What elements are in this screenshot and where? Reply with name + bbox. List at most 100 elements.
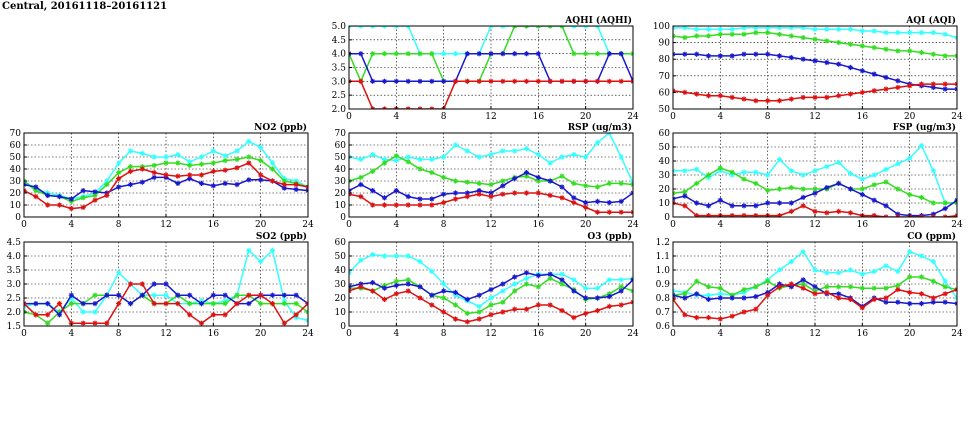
data-point — [370, 188, 376, 194]
data-point — [163, 172, 169, 178]
data-point — [45, 320, 51, 326]
data-point — [930, 299, 936, 305]
data-point — [788, 33, 794, 39]
data-point — [246, 247, 252, 253]
data-point — [847, 284, 854, 290]
data-point — [836, 26, 842, 32]
data-point — [210, 148, 216, 154]
y-tick-label: 0.9 — [656, 280, 671, 290]
data-point — [859, 271, 865, 277]
data-point — [606, 294, 612, 300]
data-point — [583, 51, 589, 57]
data-point — [68, 292, 74, 298]
x-tick-label: 4 — [717, 112, 723, 122]
x-tick-label: 20 — [255, 220, 267, 230]
data-point — [441, 191, 447, 197]
data-point — [847, 91, 854, 97]
data-point — [246, 154, 252, 160]
data-point — [930, 211, 936, 217]
data-point — [765, 26, 771, 31]
data-point — [393, 158, 399, 164]
data-point — [417, 284, 423, 290]
data-point — [175, 292, 181, 298]
data-point — [571, 277, 577, 283]
data-point — [812, 288, 818, 294]
data-point — [883, 86, 889, 92]
data-point — [405, 253, 411, 259]
data-point — [163, 281, 169, 287]
x-tick-label: 16 — [533, 220, 545, 230]
data-point — [535, 51, 541, 57]
x-tick-label: 24 — [951, 112, 963, 122]
y-tick-label: 2.5 — [7, 294, 22, 304]
y-tick-label: 0 — [664, 213, 670, 223]
y-tick-label: 0 — [340, 213, 346, 223]
data-point — [871, 88, 877, 94]
data-point — [417, 51, 423, 57]
data-point — [500, 281, 506, 287]
data-point — [559, 281, 565, 287]
data-point — [405, 194, 411, 200]
data-point — [800, 194, 806, 200]
x-tick-label: 16 — [857, 329, 869, 339]
chart-title: FSP (ug/m3) — [893, 122, 956, 133]
x-tick-label: 0 — [21, 220, 27, 230]
data-point — [606, 78, 612, 84]
data-point — [381, 253, 388, 259]
chart-panel-no2: 0 4 8 12 16 20 24 0 10 20 30 40 50 60 70 NO2 (ppb) — [10, 122, 314, 230]
data-point — [56, 202, 63, 208]
data-point — [370, 51, 376, 57]
chart-title: AQHI (AQHI) — [564, 15, 632, 26]
data-point — [800, 277, 806, 283]
data-point — [824, 59, 830, 66]
data-point — [559, 195, 565, 201]
data-point — [210, 301, 216, 307]
data-point — [883, 74, 889, 81]
data-point — [836, 40, 842, 46]
chart-panel-aqi: 0 4 8 12 16 20 24 50 60 70 80 90 100 AQI (AQI) — [653, 15, 963, 122]
data-point — [859, 89, 865, 95]
data-point — [812, 284, 818, 290]
data-point — [476, 191, 482, 197]
data-point — [741, 203, 747, 209]
data-point — [741, 289, 747, 295]
data-point — [559, 173, 565, 179]
data-point — [92, 197, 98, 203]
x-tick-label: 24 — [627, 220, 639, 230]
data-point — [92, 189, 98, 195]
data-point — [583, 285, 589, 291]
data-point — [512, 51, 518, 57]
x-tick-label: 12 — [485, 112, 496, 122]
data-point — [942, 206, 948, 212]
data-point — [765, 30, 771, 36]
chart-title: SO2 (ppb) — [256, 231, 307, 242]
data-point — [859, 43, 865, 49]
data-point — [895, 282, 901, 288]
data-point — [198, 172, 205, 178]
data-point — [210, 183, 216, 189]
data-point — [776, 157, 783, 163]
data-point — [717, 316, 723, 322]
data-point — [918, 291, 925, 297]
data-point — [618, 209, 624, 215]
x-tick-label: 4 — [68, 329, 74, 339]
data-point — [163, 301, 169, 307]
data-point — [788, 168, 794, 174]
data-point — [370, 78, 376, 84]
x-tick-label: 4 — [717, 220, 723, 230]
data-point — [281, 320, 287, 326]
data-point — [729, 94, 735, 100]
data-point — [281, 301, 287, 307]
data-point — [258, 172, 264, 178]
data-point — [187, 301, 193, 307]
data-point — [682, 203, 688, 209]
data-point — [198, 154, 205, 160]
data-point — [512, 306, 518, 312]
data-point — [717, 165, 723, 171]
y-tick-label: 100 — [653, 22, 670, 32]
data-point — [429, 78, 435, 84]
data-point — [705, 175, 712, 181]
data-point — [800, 285, 806, 291]
x-tick-label: 12 — [160, 220, 171, 230]
data-point — [33, 301, 39, 307]
